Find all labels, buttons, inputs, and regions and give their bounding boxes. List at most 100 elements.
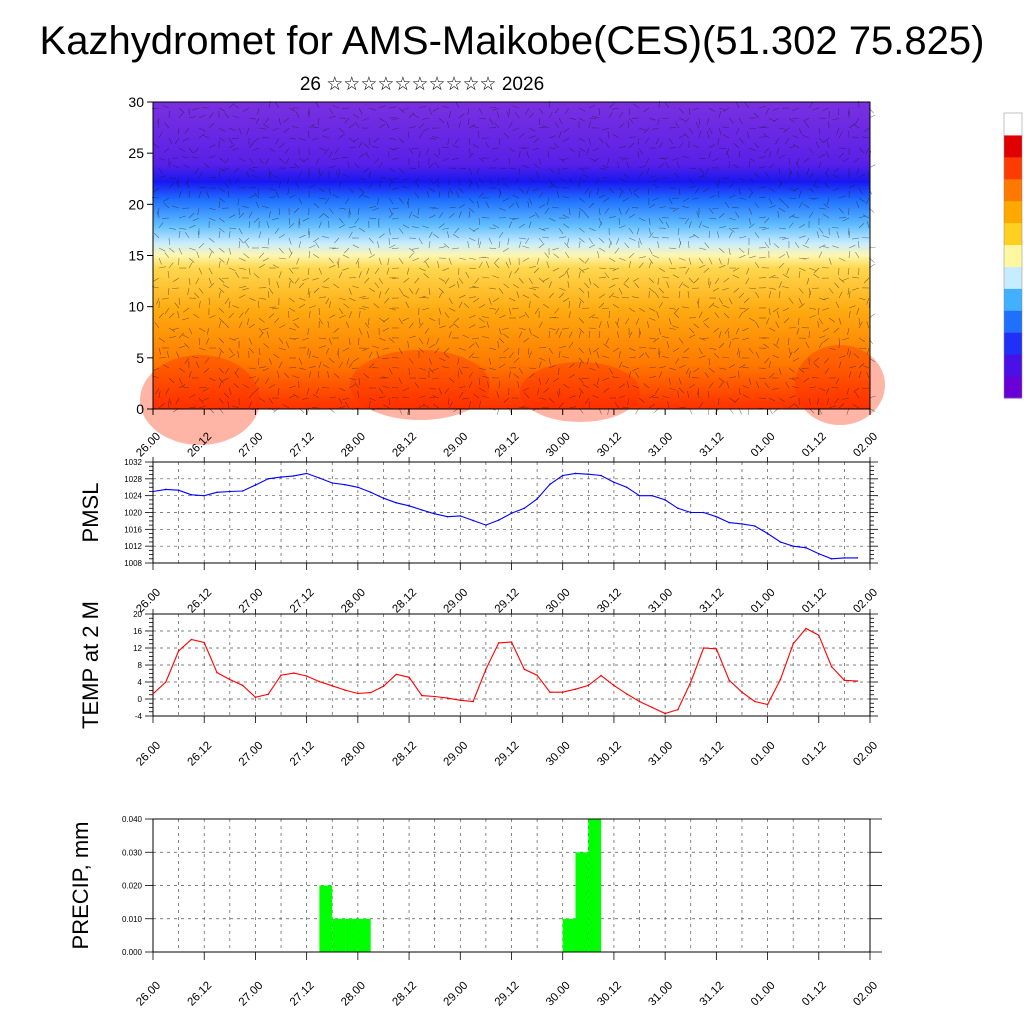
wind-barb [437, 261, 440, 269]
data-point [600, 674, 602, 677]
wind-barb [788, 222, 794, 229]
wind-barb [628, 356, 636, 359]
wind-barb [363, 167, 370, 173]
wind-barb [407, 341, 410, 349]
wind-barb [208, 315, 216, 319]
wind-barb [378, 291, 382, 299]
wind-barb [708, 127, 713, 135]
wind-barb [602, 127, 610, 131]
wind-barb [218, 247, 225, 253]
wind-barb [708, 357, 710, 366]
wind-barb [718, 247, 725, 253]
wind-barb [678, 217, 687, 219]
wind-barb [698, 173, 706, 179]
wind-barb [538, 347, 547, 349]
wind-barb [618, 112, 624, 119]
wind-barb [365, 151, 370, 159]
wind-barb [488, 227, 497, 229]
data-point [203, 494, 205, 497]
wind-barb [224, 112, 230, 119]
wind-barb [508, 271, 512, 279]
wind-barb [743, 307, 750, 313]
wind-barb [248, 376, 256, 379]
wind-barb [856, 167, 860, 175]
wind-barb [368, 237, 374, 244]
wind-barb [255, 117, 260, 125]
wind-barb [794, 242, 800, 249]
wind-barb [398, 317, 403, 325]
wind-barb [487, 381, 490, 389]
wind-barb [678, 257, 686, 261]
wind-barb [598, 237, 605, 243]
wind-barb [468, 137, 471, 146]
wind-barb [368, 397, 376, 401]
data-point [485, 524, 487, 526]
wind-barb [662, 296, 670, 299]
wind-barb [388, 397, 390, 406]
data-point [421, 694, 423, 697]
wind-barb [252, 147, 260, 151]
wind-barb [638, 127, 646, 131]
wind-barb [183, 342, 190, 349]
wind-barb [248, 337, 253, 345]
wind-barb [422, 225, 430, 229]
wind-barb [838, 147, 847, 149]
wind-barb [621, 296, 630, 299]
wind-barb [158, 312, 165, 319]
wind-barb [773, 117, 780, 123]
data-point [369, 691, 372, 694]
wind-barb [558, 227, 564, 234]
wind-barb [533, 267, 540, 274]
wind-barb [688, 221, 692, 229]
wind-barb [838, 257, 846, 262]
wind-barb [658, 287, 665, 294]
wind-barb [692, 234, 700, 239]
wind-barb [158, 167, 163, 175]
wind-barb [387, 257, 390, 265]
wind-barb [792, 357, 800, 362]
wind-barb [801, 257, 810, 260]
wind-barb [374, 282, 380, 289]
wind-barb [512, 194, 520, 199]
wind-barb [738, 370, 740, 379]
wind-barb [697, 301, 700, 309]
data-point [280, 476, 282, 478]
wind-barb [538, 361, 542, 369]
wind-barb [632, 367, 640, 371]
wind-barb [478, 117, 486, 120]
wind-barb [848, 365, 856, 369]
wind-barb [428, 343, 436, 349]
wind-barb [221, 277, 230, 279]
wind-barb [818, 161, 822, 169]
wind-barb [268, 287, 274, 294]
heatmap-warm-lobe [520, 362, 640, 422]
wind-barb [568, 147, 575, 153]
wind-barb [578, 347, 584, 354]
wind-barb [578, 287, 585, 293]
wind-barb [792, 216, 800, 219]
wind-barb [578, 331, 582, 339]
wind-barb [768, 163, 775, 169]
wind-barb [492, 297, 500, 302]
wind-barb [518, 347, 520, 356]
data-point [357, 486, 359, 489]
wind-barb [688, 107, 691, 115]
wind-barb [773, 243, 780, 249]
data-point [574, 472, 577, 475]
wind-barb [698, 402, 704, 409]
wind-barb [778, 127, 786, 130]
wind-barb [712, 287, 720, 292]
wind-barb [463, 302, 470, 309]
wind-barb [268, 357, 272, 365]
wind-barb [248, 267, 251, 275]
wind-barb [428, 367, 434, 374]
wind-barb [667, 401, 670, 409]
data-point [664, 499, 666, 501]
wind-barb [378, 161, 384, 169]
wind-barb [253, 273, 260, 279]
wind-barb [486, 261, 490, 269]
data-point [203, 641, 205, 644]
wind-barb [363, 373, 370, 379]
wind-barb [233, 167, 240, 174]
wind-barb [712, 157, 720, 162]
